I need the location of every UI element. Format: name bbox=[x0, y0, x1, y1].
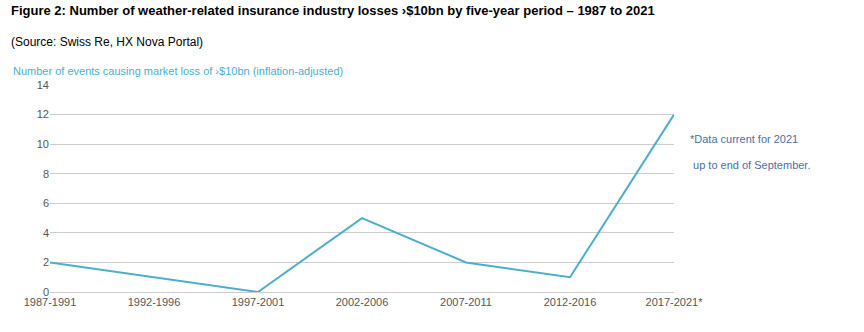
svg-text:up to end of September.: up to end of September. bbox=[690, 159, 810, 171]
svg-text:2017-2021*: 2017-2021* bbox=[646, 296, 704, 308]
svg-text:Figure 2: Number of weather-re: Figure 2: Number of weather-related insu… bbox=[11, 3, 655, 18]
svg-text:0: 0 bbox=[43, 286, 49, 298]
svg-text:2012-2016: 2012-2016 bbox=[544, 296, 597, 308]
svg-text:14: 14 bbox=[37, 79, 49, 91]
svg-text:12: 12 bbox=[37, 108, 49, 120]
svg-text:(Source: Swiss Re, HX Nova Por: (Source: Swiss Re, HX Nova Portal) bbox=[11, 35, 203, 49]
svg-text:Number of events causing marke: Number of events causing market loss of … bbox=[13, 65, 343, 77]
svg-text:4: 4 bbox=[43, 227, 49, 239]
svg-text:6: 6 bbox=[43, 197, 49, 209]
svg-text:2007-2011: 2007-2011 bbox=[440, 296, 492, 308]
svg-text:8: 8 bbox=[43, 168, 49, 180]
svg-text:2002-2006: 2002-2006 bbox=[336, 296, 389, 308]
svg-text:1987-1991: 1987-1991 bbox=[24, 296, 77, 308]
svg-text:1997-2001: 1997-2001 bbox=[232, 296, 285, 308]
svg-text:1992-1996: 1992-1996 bbox=[128, 296, 181, 308]
svg-text:2: 2 bbox=[43, 256, 49, 268]
svg-text:*Data current for 2021: *Data current for 2021 bbox=[690, 133, 798, 145]
svg-text:10: 10 bbox=[37, 138, 49, 150]
